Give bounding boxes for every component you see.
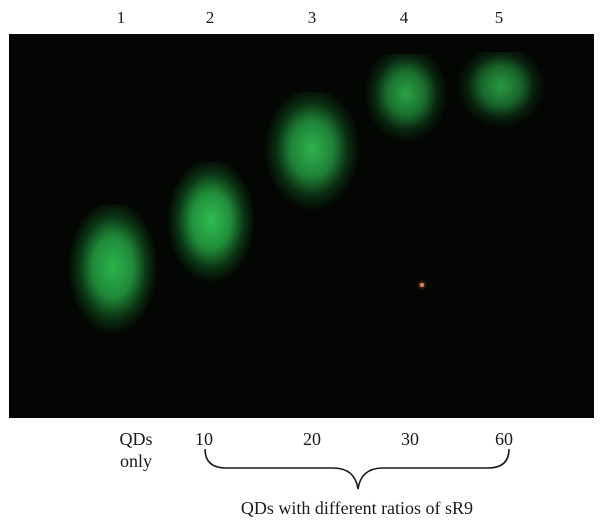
lane-label-1-line1: QDs xyxy=(119,429,153,449)
band-lane-4 xyxy=(364,54,448,164)
lane-number-1: 1 xyxy=(116,8,126,27)
gel-image xyxy=(9,34,594,418)
lane-label-4: 30 xyxy=(401,429,419,449)
group-bracket xyxy=(204,448,510,490)
lane-label-1: QDs only xyxy=(106,428,166,472)
lane-number-5: 5 xyxy=(494,8,504,27)
lane-number-2: 2 xyxy=(205,8,215,27)
lane-number-3: 3 xyxy=(307,8,317,27)
group-caption: QDs with different ratios of sR9 xyxy=(240,498,474,518)
gel-speck xyxy=(420,283,424,287)
lane-label-3: 20 xyxy=(303,429,321,449)
band-lane-1 xyxy=(68,204,158,344)
lane-number-4: 4 xyxy=(399,8,409,27)
lane-label-2: 10 xyxy=(195,429,213,449)
lane-label-1-line2: only xyxy=(119,451,152,471)
band-lane-5 xyxy=(457,52,545,152)
band-lane-3 xyxy=(264,92,360,227)
band-lane-2 xyxy=(167,162,255,292)
lane-label-5: 60 xyxy=(495,429,513,449)
